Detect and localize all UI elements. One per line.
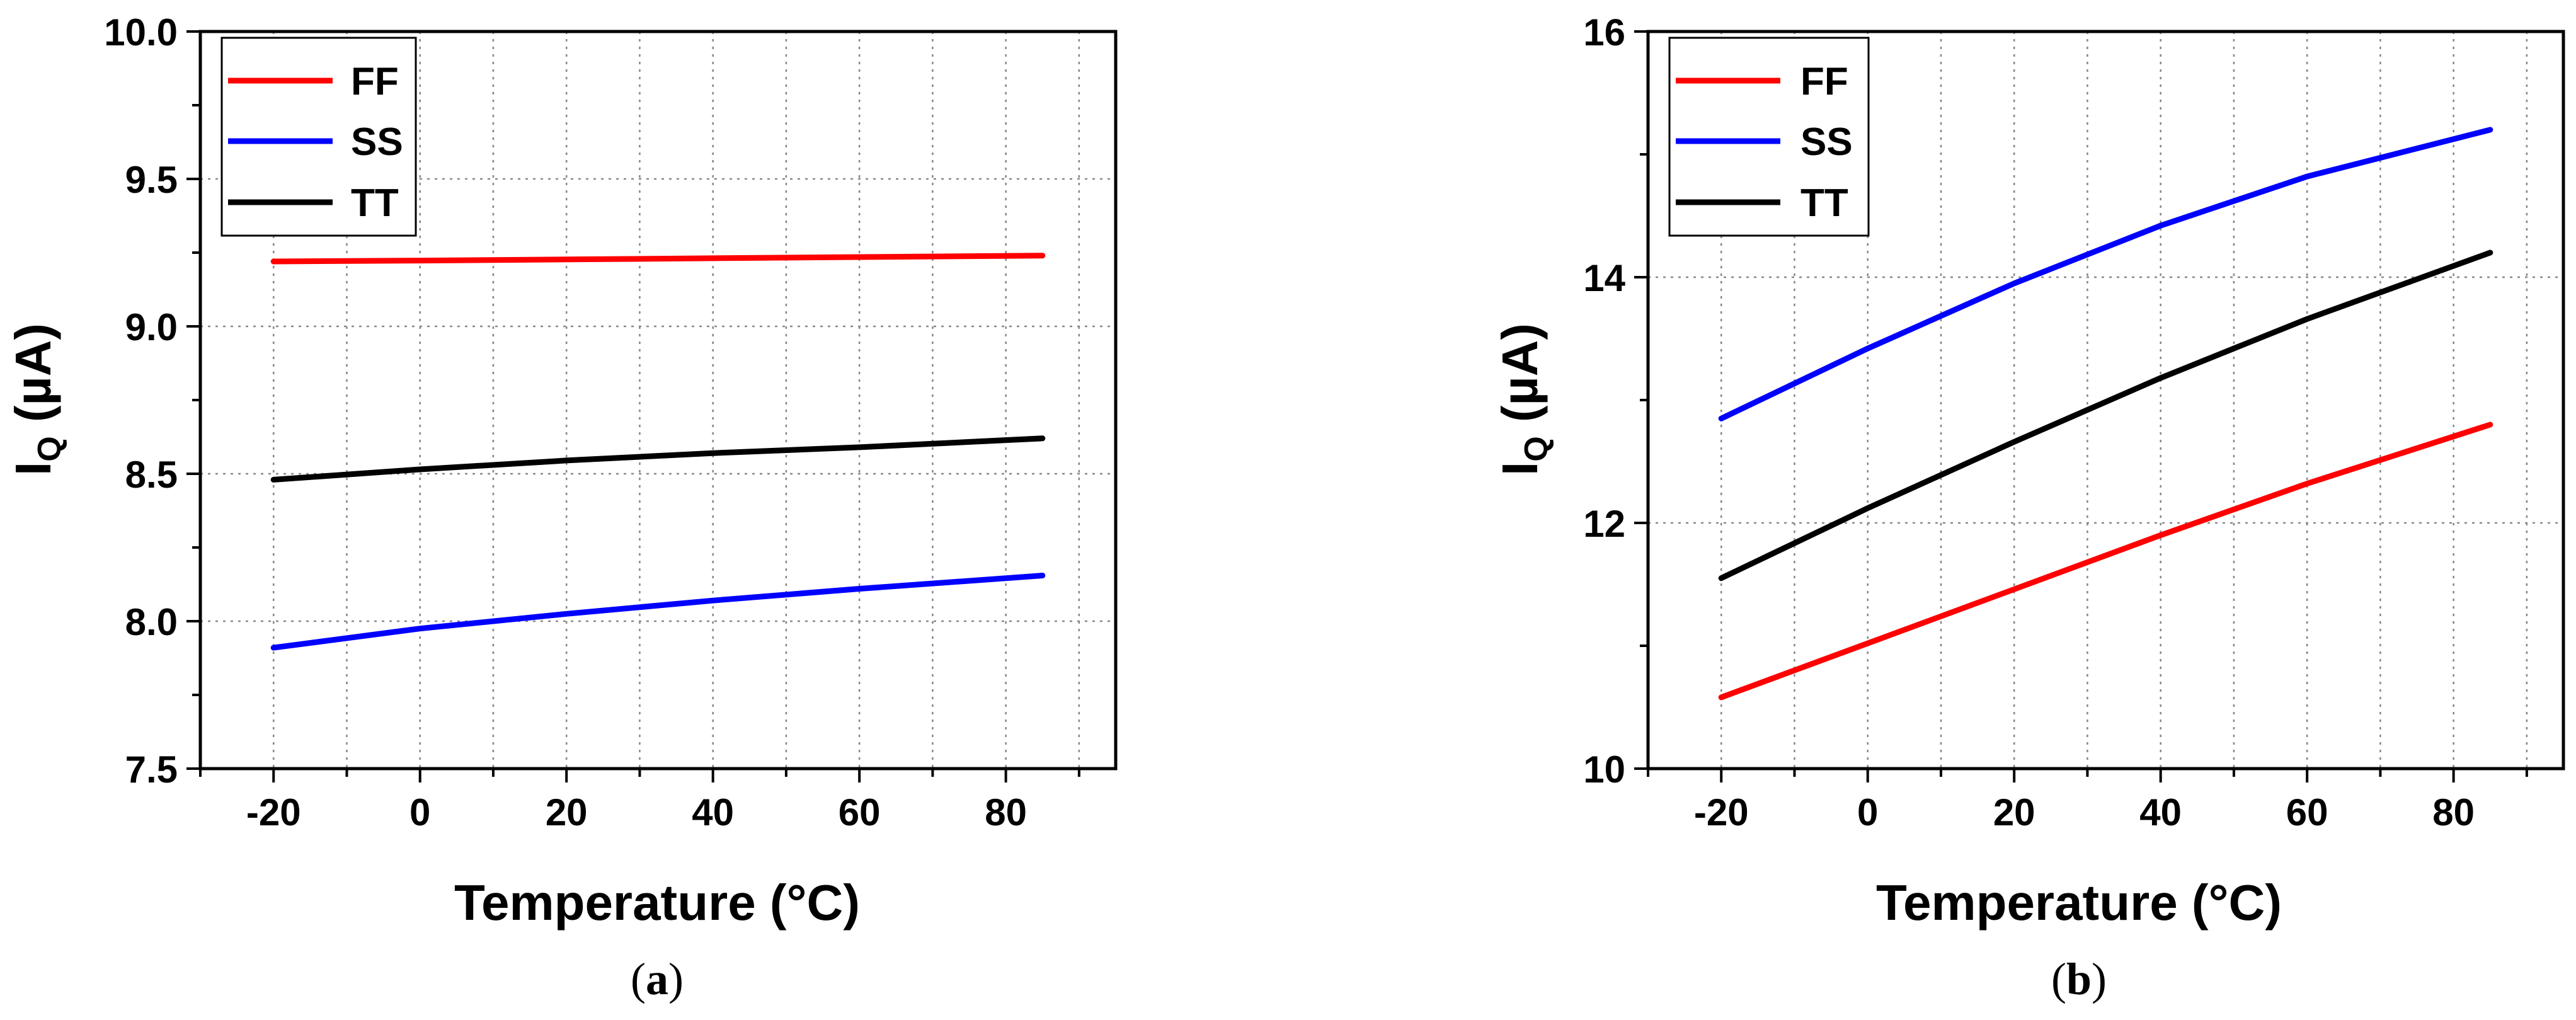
panel-a-y-axis-title-unit: (µA)	[5, 323, 61, 436]
panel-b-y-tick-label: 10	[1583, 748, 1625, 791]
panel-a-x-axis-title: Temperature (°C)	[454, 874, 860, 931]
panel-b-tick-marks	[1634, 30, 2528, 782]
panel-a-series-line-ss	[270, 573, 1046, 651]
panel-b-x-tick-labels: -20 0 20 40 60 80	[1694, 791, 2475, 834]
panel-a-series-line-tt	[270, 435, 1046, 483]
panel-b-y-tick-label: 16	[1583, 11, 1625, 54]
panel-b-y-axis-title-sub: Q	[1518, 436, 1555, 461]
panel-b-y-axis-title: IQ (µA)	[1492, 323, 1555, 476]
panel-a-legend-label-ff: FF	[351, 60, 399, 103]
panel-b-series-line-ss	[1718, 127, 2493, 421]
panel-a-y-axis-title: IQ (µA)	[5, 323, 68, 476]
panel-b-y-axis-title-main: I	[1492, 462, 1548, 476]
panel-a-y-tick-label: 9.5	[125, 159, 178, 201]
panel-b-x-tick-label: 20	[1993, 791, 2035, 834]
panel-a-x-tick-label: 80	[985, 791, 1027, 834]
panel-a-legend-label-tt: TT	[351, 181, 399, 225]
panel-a-y-tick-label: 8.5	[125, 454, 178, 496]
panel-a-x-tick-label: 40	[692, 791, 734, 834]
panel-b-caption: (b)	[2051, 954, 2107, 1004]
panel-a-series-line-ff	[270, 253, 1046, 265]
panel-b-y-tick-labels: 10 12 14 16	[1583, 11, 1625, 791]
panel-b-x-axis-title: Temperature (°C)	[1876, 874, 2282, 931]
panel-a-x-tick-label: 60	[839, 791, 881, 834]
panel-a-legend-label-ss: SS	[351, 120, 403, 164]
panel-b-series-line-tt	[1718, 249, 2493, 582]
panel-a-tick-marks	[186, 30, 1080, 782]
panel-a-y-tick-labels: 7.5 8.0 8.5 9.0 9.5 10.0	[104, 11, 178, 791]
panel-b-x-tick-label: 0	[1857, 791, 1878, 834]
panel-a-series	[270, 253, 1046, 651]
panel-a-y-axis-title-sub: Q	[31, 436, 68, 461]
panel-b-y-axis-title-unit: (µA)	[1492, 323, 1548, 436]
panel-a-y-tick-label: 10.0	[104, 11, 178, 54]
panel-a-y-axis-title-main: I	[5, 462, 61, 476]
panel-b-x-tick-label: 40	[2139, 791, 2182, 834]
panel-b-legend: FF SS TT	[1668, 37, 1870, 237]
panel-a-legend: FF SS TT	[220, 37, 417, 237]
panel-b-legend-label-ss: SS	[1800, 120, 1853, 164]
panel-b-x-tick-label: 80	[2432, 791, 2475, 834]
panel-a-x-tick-label: -20	[246, 791, 301, 834]
panel-b-x-tick-label: -20	[1694, 791, 1749, 834]
panel-b-x-tick-label: 60	[2286, 791, 2328, 834]
panel-b-legend-label-tt: TT	[1800, 181, 1848, 225]
panel-b-legend-label-ff: FF	[1800, 60, 1848, 103]
panel-a-y-tick-label: 7.5	[125, 748, 178, 791]
panel-a-caption: (a)	[631, 954, 684, 1004]
panel-a-chart: -20 0 20 40 60 80 7.5 8.0 8.5 9.0 9.5 10.0 FF SS T…	[5, 11, 1118, 1004]
panel-a-caption-letter: a	[646, 954, 668, 1004]
panel-b-series	[1718, 127, 2493, 701]
panel-a-y-tick-label: 9.0	[125, 306, 178, 348]
panel-b-y-tick-label: 12	[1583, 503, 1625, 545]
panel-a-x-tick-label: 20	[546, 791, 588, 834]
panel-b-caption-letter: b	[2066, 954, 2092, 1004]
panel-b-y-tick-label: 14	[1583, 257, 1625, 299]
panel-a-x-tick-labels: -20 0 20 40 60 80	[246, 791, 1027, 834]
panel-a-y-tick-label: 8.0	[125, 601, 178, 643]
panel-b-chart: -20 0 20 40 60 80 10 12 14 16 FF SS TT Temperatu…	[1492, 11, 2565, 1004]
panel-a-x-tick-label: 0	[409, 791, 430, 834]
panel-b-series-line-ff	[1718, 421, 2493, 701]
